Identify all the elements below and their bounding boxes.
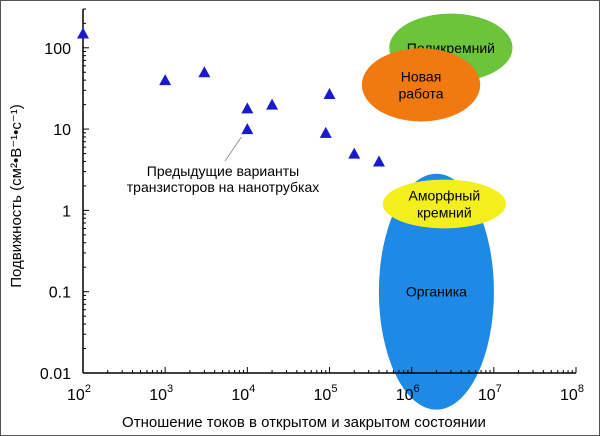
region-ellipse xyxy=(382,179,506,229)
region-label: Аморфный xyxy=(409,187,481,203)
x-tick-label: 103 xyxy=(149,383,173,404)
region-ellipse xyxy=(378,173,494,410)
x-tick-label: 104 xyxy=(231,383,255,404)
y-axis-title: Подвижность (см²•В⁻¹•с⁻¹) xyxy=(8,104,25,288)
region-label: Новая xyxy=(401,68,442,84)
x-tick-label: 108 xyxy=(560,383,584,404)
annotation-leader-line xyxy=(224,136,242,162)
x-axis-title: Отношение токов в открытом и закрытом со… xyxy=(122,414,486,431)
data-point-triangle xyxy=(323,88,336,100)
y-tick-label: 0.1 xyxy=(49,285,71,302)
region-label: кремний xyxy=(417,204,472,220)
region-label: работа xyxy=(398,85,443,101)
regions-layer: ПоликремнийОрганикаАморфныйкремнийНоваяр… xyxy=(361,13,513,410)
x-tick-label: 107 xyxy=(478,383,502,404)
ticks: 102 103 104 105 106 107 108 100 10 1 0.1 0.01 xyxy=(40,8,584,404)
data-point-triangle xyxy=(241,123,254,135)
data-point-triangle xyxy=(241,102,254,114)
annotation-text: Предыдущие варианты xyxy=(147,163,299,179)
data-point-triangle xyxy=(198,66,211,78)
data-point-triangle xyxy=(319,126,332,138)
data-point-triangle xyxy=(77,27,89,39)
x-tick-label: 105 xyxy=(314,383,338,404)
x-tick-label: 102 xyxy=(67,383,91,404)
data-point-triangle xyxy=(372,155,385,167)
data-point-triangle xyxy=(159,74,172,86)
region-label: Органика xyxy=(406,284,467,300)
data-point-triangle xyxy=(266,98,279,110)
data-points xyxy=(77,27,385,167)
y-tick-label: 10 xyxy=(53,122,71,139)
data-point-triangle xyxy=(348,147,361,159)
x-tick-label: 106 xyxy=(396,383,420,404)
region-ellipse xyxy=(361,48,481,122)
y-tick-label: 100 xyxy=(44,41,71,58)
y-tick-label: 0.01 xyxy=(40,366,71,383)
annotation-text: транзисторов на нанотрубках xyxy=(127,179,319,195)
y-tick-label: 1 xyxy=(62,203,71,220)
